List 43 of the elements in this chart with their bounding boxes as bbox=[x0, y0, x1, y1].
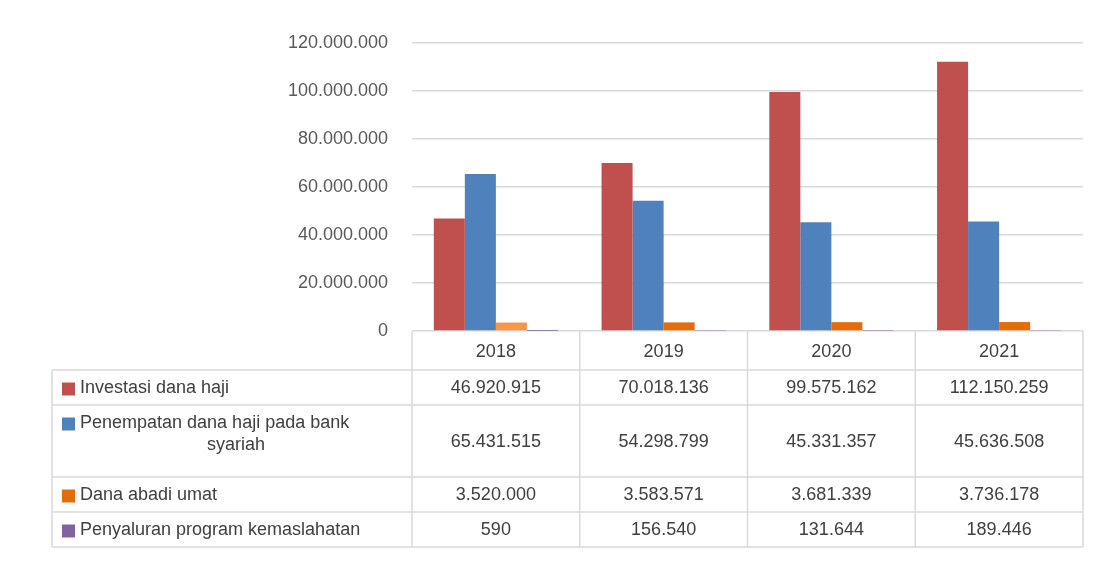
data-label: 189.446 bbox=[966, 519, 1032, 540]
y-tick-label: 20.000.000 bbox=[297, 271, 388, 292]
bar bbox=[663, 322, 695, 331]
data-label: 45.636.508 bbox=[954, 430, 1045, 451]
bar bbox=[495, 322, 527, 331]
bar bbox=[800, 222, 832, 331]
data-label: 3.736.178 bbox=[959, 484, 1040, 505]
data-label: 112.150.259 bbox=[949, 377, 1049, 398]
legend-label: Dana abadi umat bbox=[80, 484, 218, 505]
bar bbox=[831, 322, 863, 331]
data-label: 3.681.339 bbox=[791, 484, 872, 505]
x-tick-label: 2018 bbox=[475, 341, 516, 362]
bar bbox=[999, 322, 1031, 331]
data-label: 3.520.000 bbox=[455, 484, 536, 505]
legend-label: Penyaluran program kemaslahatan bbox=[80, 519, 361, 540]
data-label: 70.018.136 bbox=[618, 377, 709, 398]
data-label: 65.431.515 bbox=[450, 430, 541, 451]
data-label: 46.920.915 bbox=[450, 377, 541, 398]
y-tick-label: 100.000.000 bbox=[287, 79, 388, 100]
y-tick-label: 0 bbox=[377, 319, 388, 340]
legend-label: Penempatan dana haji pada bank syariah bbox=[80, 412, 351, 455]
data-label: 3.583.571 bbox=[623, 484, 704, 505]
x-tick-label: 2021 bbox=[979, 341, 1020, 362]
data-label: 54.298.799 bbox=[618, 430, 709, 451]
bar bbox=[601, 162, 633, 331]
y-tick-label: 120.000.000 bbox=[287, 31, 388, 52]
legend-label: Investasi dana haji bbox=[80, 377, 230, 398]
bar bbox=[937, 61, 969, 331]
x-tick-label: 2020 bbox=[811, 341, 852, 362]
bar bbox=[769, 92, 801, 331]
data-label: 99.575.162 bbox=[786, 377, 877, 398]
data-label: 156.540 bbox=[631, 519, 697, 540]
bar bbox=[433, 218, 465, 331]
y-tick-label: 60.000.000 bbox=[297, 175, 388, 196]
x-tick-label: 2019 bbox=[643, 341, 684, 362]
bar bbox=[968, 221, 1000, 331]
data-label: 131.644 bbox=[798, 519, 864, 540]
data-label: 590 bbox=[480, 519, 511, 540]
data-label: 45.331.357 bbox=[786, 430, 877, 451]
bar bbox=[632, 200, 664, 331]
y-tick-label: 80.000.000 bbox=[297, 127, 388, 148]
bar bbox=[464, 173, 496, 331]
y-tick-label: 40.000.000 bbox=[297, 223, 388, 244]
